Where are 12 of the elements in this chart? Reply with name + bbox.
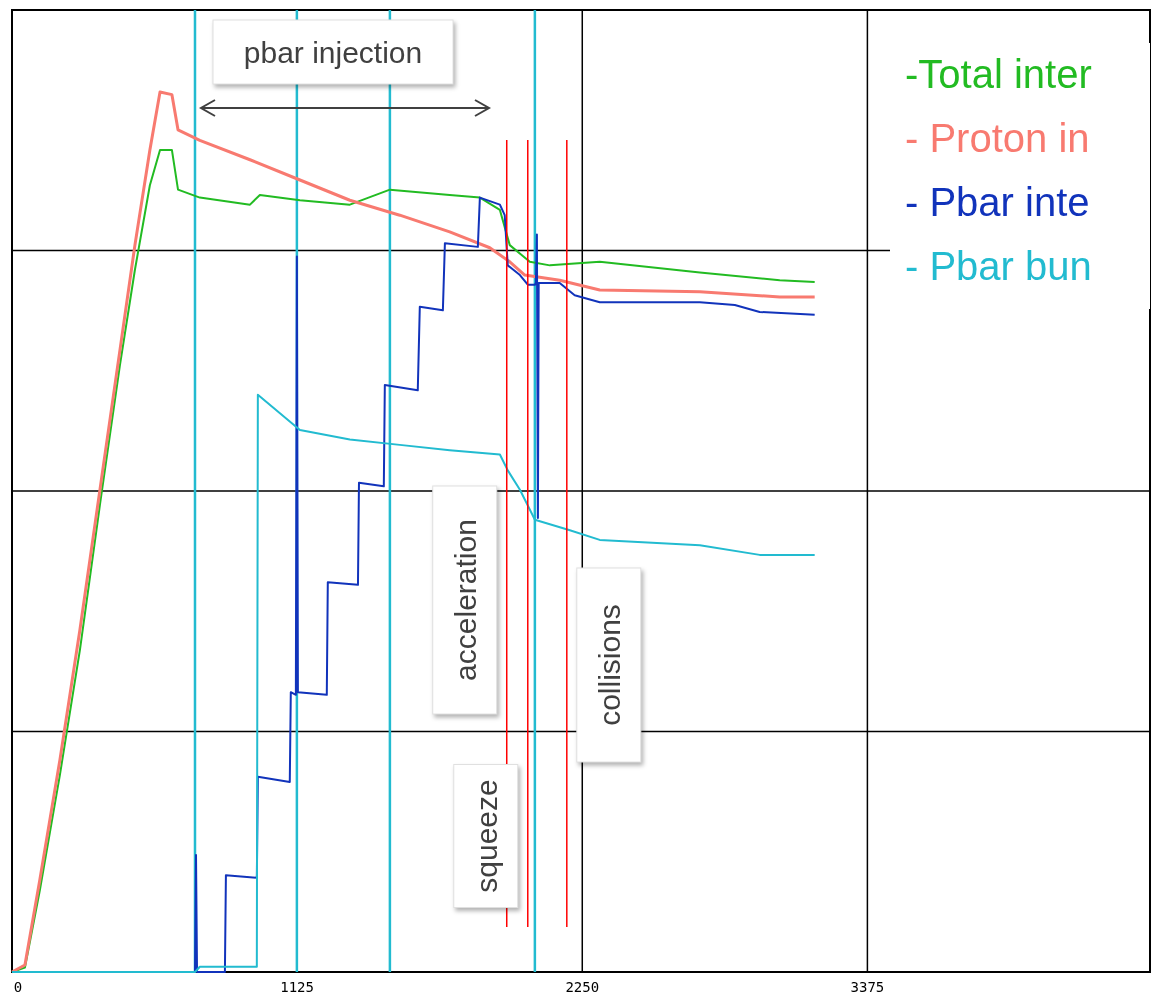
text: - Proton in xyxy=(905,116,1090,160)
text: - Pbar bun xyxy=(905,244,1092,288)
x-tick-label: 0 xyxy=(13,979,23,995)
x-tick-label: 1125 xyxy=(280,979,314,995)
ref-line-label: squeeze xyxy=(469,779,503,893)
x-tick-label: 2250 xyxy=(565,979,600,995)
text: pbar injection xyxy=(243,36,423,69)
ref-line-label: acceleration xyxy=(448,519,482,681)
text: -Total inter xyxy=(905,52,1092,96)
ref-line-label: collisions xyxy=(592,604,626,726)
text: - Pbar inte xyxy=(905,180,1090,224)
x-tick-label: 3375 xyxy=(850,979,885,995)
